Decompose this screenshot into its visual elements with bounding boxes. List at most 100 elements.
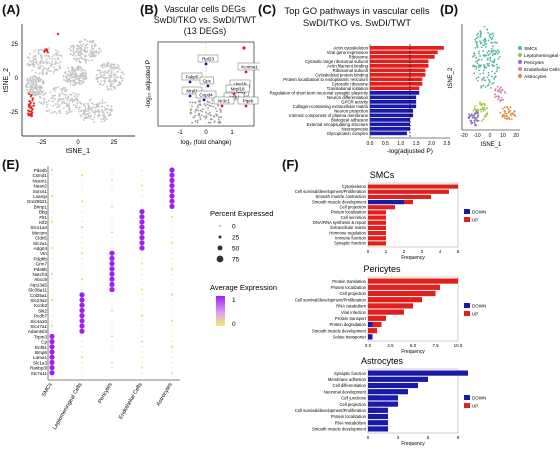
tsne-point [30, 83, 33, 86]
tsne-point [70, 110, 73, 113]
tsne-point [39, 65, 42, 68]
tsne-point-highlight [28, 100, 31, 103]
expression-dot [49, 339, 55, 345]
tsne-point [112, 80, 114, 83]
expression-dot [50, 220, 54, 224]
tsne-point [52, 94, 55, 97]
a-ytick: 0 [15, 76, 19, 82]
volcano-point-sig [204, 62, 208, 66]
expression-dot [139, 219, 145, 225]
volcano-point [190, 112, 192, 115]
expression-dot [81, 289, 83, 291]
tsne-point [37, 80, 40, 83]
tsne-point [76, 106, 78, 109]
tsne-point [42, 68, 45, 71]
f-bar-up [368, 189, 449, 194]
tsne-point [54, 90, 56, 92]
tsne-point-highlight [30, 105, 33, 108]
gene-name: Bmp6 [35, 350, 47, 355]
tsne-point [474, 116, 477, 119]
gene-name: Flt1 [39, 215, 47, 220]
tsne-point [110, 70, 113, 73]
tsne-point [61, 88, 63, 91]
expression-dot [141, 273, 143, 275]
gene-label-box [195, 90, 217, 99]
tsne-point [491, 82, 493, 85]
gene-name: Pde8b [34, 267, 48, 272]
tsne-point-highlight [31, 97, 34, 100]
f-category-label: Protein localization [331, 210, 367, 215]
volcano-point [208, 111, 211, 114]
tsne-point [490, 38, 493, 41]
expression-dot [171, 367, 173, 369]
c-xtick: 0.5 [382, 141, 389, 147]
tsne-point [39, 95, 41, 98]
tsne-point [76, 74, 79, 77]
tsne-cloud [24, 32, 125, 124]
go-term-label: Neuron projection [334, 109, 369, 114]
a-ytick: 25 [11, 42, 18, 48]
tsne-point [90, 50, 93, 53]
tsne-point [79, 41, 82, 44]
volcano-point [191, 101, 194, 104]
tsne-point [41, 59, 44, 62]
tsne-point [91, 102, 94, 105]
expression-dot [51, 320, 53, 322]
tsne-point [111, 82, 114, 85]
f-bar-up [368, 194, 431, 199]
tsne-point [97, 52, 100, 55]
gene-name: Bbg [39, 210, 48, 215]
tsne-point [116, 70, 119, 73]
expression-dot [141, 169, 143, 171]
tsne-point [119, 83, 122, 85]
gene-name: Lama1 [33, 355, 47, 360]
tsne-point [80, 75, 83, 78]
f-bar-down [368, 200, 404, 205]
expression-dot [170, 241, 174, 244]
tsne-point [54, 53, 57, 56]
expression-dot [140, 366, 144, 369]
tsne-point [26, 56, 29, 59]
tsne-point [107, 71, 109, 74]
tsne-point [38, 72, 41, 75]
expression-dot [139, 214, 145, 220]
go-term-label: Ribosome [349, 55, 369, 60]
legend-swatch [518, 53, 522, 57]
tsne-point [29, 63, 32, 66]
tsne-point [477, 36, 480, 39]
gene-label-box [181, 86, 203, 95]
tsne-point [75, 78, 78, 81]
tsne-point [483, 43, 486, 46]
gene-name: Lsamp [33, 194, 47, 199]
tsne-point [58, 98, 61, 101]
tsne-point [97, 110, 100, 112]
tsne-point [467, 116, 470, 119]
expression-dot [51, 268, 53, 270]
gene-name: Gm29521 [27, 199, 48, 204]
tsne-point [480, 104, 483, 107]
tsne-point [84, 72, 86, 75]
expression-dot [81, 268, 83, 270]
tsne-point [54, 68, 57, 71]
tsne-point [43, 55, 46, 57]
tsne-point [501, 114, 504, 116]
tsne-point [477, 59, 480, 62]
tsne-point [471, 55, 474, 58]
tsne-point [81, 45, 84, 48]
expression-dot [111, 237, 113, 239]
tsne-point [473, 116, 476, 118]
tsne-point [83, 109, 86, 111]
tsne-point [78, 68, 80, 71]
volcano-point [207, 101, 210, 103]
tsne-point [83, 48, 86, 51]
tsne-point [84, 69, 86, 72]
tsne-point [80, 72, 83, 75]
tsne-point [52, 100, 54, 103]
tsne-point [43, 66, 46, 69]
f-category-label: Cytoskeleton [342, 184, 367, 189]
tsne-point [47, 54, 50, 57]
f-category-label: Cell secretion [341, 215, 367, 220]
tsne-point [26, 79, 29, 81]
tsne-point [99, 83, 102, 86]
tsne-point [471, 116, 474, 119]
